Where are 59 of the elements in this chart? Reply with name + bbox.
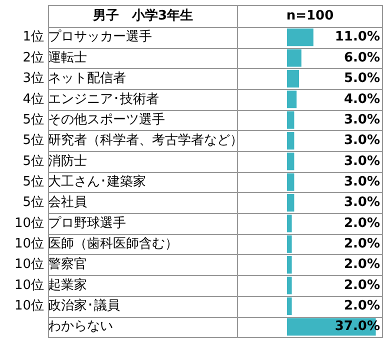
data-label: 2.0% [344, 216, 380, 231]
text: 1位 [22, 30, 44, 45]
data-label: 2.0% [344, 236, 380, 252]
text: 5位 [22, 174, 44, 190]
data-label: 4.0% [344, 92, 380, 107]
bar [287, 194, 294, 212]
bar [287, 90, 297, 108]
bar [287, 152, 294, 170]
text: 5位 [22, 112, 44, 128]
text: n=100 [286, 8, 334, 24]
bar [287, 132, 294, 150]
bar [287, 297, 292, 315]
text: 2位 [22, 50, 44, 66]
text: 4位 [22, 92, 44, 107]
text: 男子 小学3年生 [92, 8, 194, 24]
y-tick-label: プロ野球選手 [48, 216, 126, 231]
y-tick-label: わからない [48, 319, 113, 334]
data-label: 3.0% [344, 112, 380, 128]
text: 10位 [14, 216, 44, 231]
text: 5位 [22, 195, 44, 210]
y-tick-label: 医師（歯科医師含む） [48, 236, 178, 252]
bar [287, 28, 314, 46]
text: 5位 [22, 154, 44, 169]
data-label: 3.0% [344, 154, 380, 169]
y-tick-label: 研究者（科学者、考古学者など） [48, 133, 243, 148]
bar [287, 214, 292, 232]
data-label: 3.0% [344, 174, 380, 190]
bar [287, 235, 292, 253]
y-tick-label: 政治家･議員 [48, 298, 120, 314]
data-label: 3.0% [344, 133, 380, 148]
y-tick-label: プロサッカー選手 [48, 30, 152, 45]
y-tick-label: エンジニア･技術者 [48, 92, 159, 107]
text: 3位 [22, 71, 44, 86]
bar [287, 111, 294, 129]
bar [287, 70, 299, 88]
text: 10位 [14, 257, 44, 272]
data-label: 11.0% [334, 30, 380, 45]
y-tick-label: 会社員 [48, 195, 87, 210]
bar [287, 256, 292, 274]
bar [287, 276, 292, 294]
data-label: 2.0% [344, 298, 380, 314]
y-tick-label: ネット配信者 [48, 71, 126, 86]
bar [287, 49, 302, 67]
y-tick-label: 警察官 [48, 256, 87, 272]
text: 10位 [14, 298, 44, 314]
y-tick-label: 大工さん･建築家 [48, 173, 146, 190]
y-tick-label: 起業家 [48, 276, 87, 293]
data-label: 2.0% [344, 257, 380, 272]
data-label: 2.0% [344, 278, 380, 293]
bar [287, 173, 294, 191]
text: 10位 [14, 278, 44, 293]
data-label: 5.0% [344, 71, 380, 86]
data-label: 3.0% [344, 195, 380, 210]
text: 10位 [14, 236, 44, 252]
y-tick-label: 運転士 [48, 50, 87, 66]
data-label: 6.0% [344, 50, 380, 66]
text: 5位 [22, 133, 44, 148]
y-tick-label: その他スポーツ選手 [48, 112, 165, 128]
y-tick-label: 消防士 [48, 154, 87, 169]
